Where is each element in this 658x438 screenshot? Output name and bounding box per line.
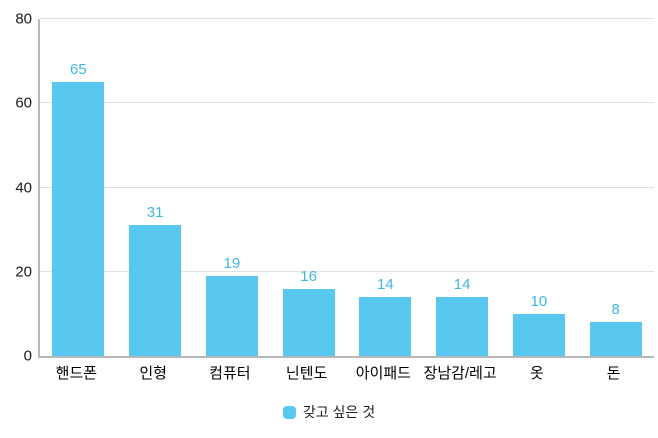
bar-slot: 16 bbox=[270, 269, 347, 356]
x-axis-labels: 핸드폰 인형 컴퓨터 닌텐도 아이패드 장남감/레고 옷 돈 bbox=[38, 362, 652, 383]
bar-value-label: 19 bbox=[223, 254, 241, 272]
bar-value-label: 8 bbox=[611, 301, 620, 319]
bar-slot: 10 bbox=[501, 294, 578, 356]
gridline bbox=[40, 186, 654, 188]
bar bbox=[589, 322, 642, 356]
plot-area: 0 20 40 60 80 65 31 19 16 14 14 10 8 bbox=[15, 12, 654, 364]
legend-swatch-icon bbox=[282, 405, 296, 419]
gridline bbox=[40, 270, 654, 272]
legend: 갖고 싶은 것 bbox=[0, 402, 658, 422]
bar-slot: 14 bbox=[347, 277, 424, 356]
bar-slot: 65 bbox=[40, 62, 117, 356]
bar bbox=[205, 275, 258, 356]
bar bbox=[282, 288, 335, 356]
legend-label: 갖고 싶은 것 bbox=[302, 404, 376, 420]
gridline bbox=[40, 18, 654, 19]
bar-slot: 8 bbox=[577, 302, 654, 356]
bar-value-label: 31 bbox=[146, 204, 164, 222]
y-axis-tick-label: 40 bbox=[15, 179, 32, 196]
y-axis-tick-label: 80 bbox=[15, 10, 32, 28]
y-axis-tick-label: 0 bbox=[23, 347, 32, 365]
bar-value-label: 10 bbox=[530, 292, 548, 310]
bar bbox=[436, 297, 489, 356]
x-axis-label: 장남감/레고 bbox=[423, 365, 497, 382]
bar-slot: 19 bbox=[194, 256, 271, 356]
x-axis-label: 아이패드 bbox=[355, 365, 411, 382]
bar-value-label: 16 bbox=[300, 267, 317, 285]
bar bbox=[129, 225, 182, 356]
bar-slot: 14 bbox=[424, 277, 501, 356]
bar-value-label: 65 bbox=[70, 61, 87, 79]
bar-slot: 31 bbox=[117, 205, 194, 356]
x-axis-label: 닌텐도 bbox=[285, 365, 328, 382]
y-axis-tick-label: 20 bbox=[15, 263, 32, 281]
gridline bbox=[40, 102, 654, 104]
bar-value-label: 14 bbox=[453, 276, 471, 294]
bar bbox=[512, 313, 565, 356]
x-axis-label: 옷 bbox=[529, 365, 544, 382]
x-axis-label: 돈 bbox=[606, 365, 621, 382]
bars-container: 65 31 19 16 14 14 10 8 bbox=[40, 19, 654, 356]
bar-value-label: 14 bbox=[377, 276, 394, 294]
x-axis-label: 컴퓨터 bbox=[209, 365, 251, 382]
y-axis-tick-label: 60 bbox=[15, 94, 32, 112]
bar bbox=[52, 82, 105, 356]
bar bbox=[359, 297, 412, 356]
x-axis-label: 핸드폰 bbox=[55, 365, 98, 382]
x-axis-label: 인형 bbox=[139, 365, 167, 382]
